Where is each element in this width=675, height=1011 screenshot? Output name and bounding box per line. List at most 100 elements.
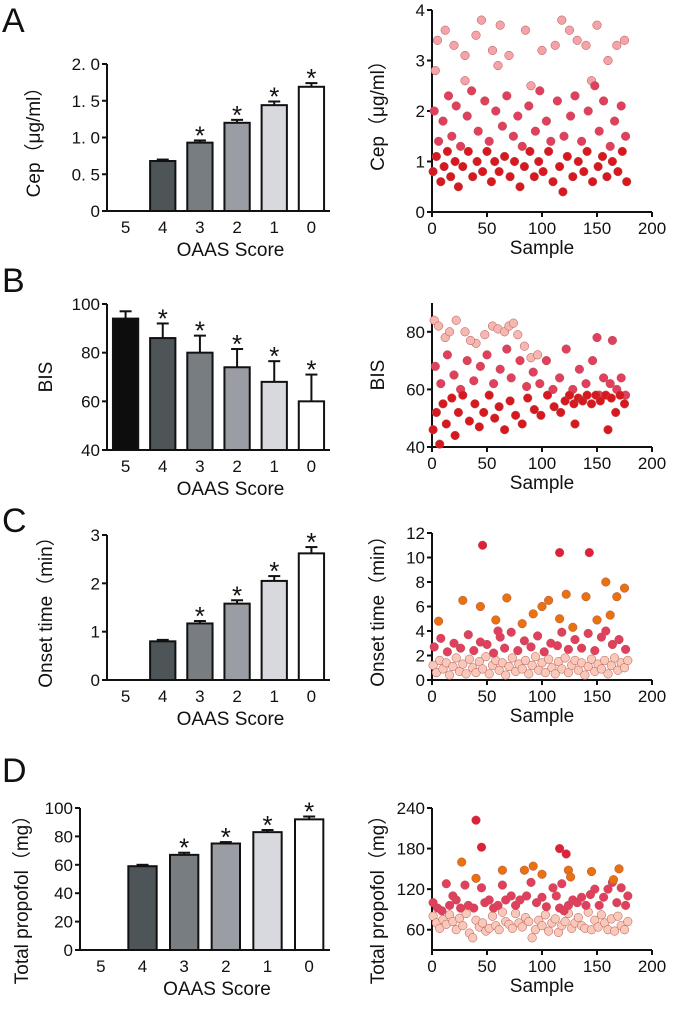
data-point	[607, 335, 617, 345]
data-point	[555, 548, 565, 558]
data-point	[621, 644, 631, 654]
data-point	[445, 327, 455, 337]
data-point	[599, 96, 609, 106]
data-point	[441, 879, 451, 889]
data-point	[440, 25, 450, 35]
data-point	[530, 925, 540, 935]
data-point	[463, 146, 473, 156]
data-point	[597, 151, 608, 161]
data-point	[603, 669, 613, 679]
scatter-series-1	[429, 81, 631, 151]
scatter-series-1	[428, 877, 633, 916]
data-point	[574, 364, 584, 374]
y-tick-label: 80	[54, 827, 73, 846]
data-point	[520, 25, 531, 35]
data-point	[544, 146, 554, 156]
data-point	[460, 50, 470, 61]
data-point	[472, 156, 482, 167]
x-tick-label: 50	[478, 219, 497, 238]
data-point	[548, 177, 558, 187]
x-tick-label: 200	[638, 687, 666, 706]
data-point	[555, 162, 565, 172]
significance-star: *	[179, 833, 189, 863]
data-point	[435, 439, 445, 449]
data-point	[434, 321, 444, 331]
data-point	[570, 635, 580, 645]
data-point	[517, 922, 527, 932]
scatter-series-0	[428, 652, 633, 680]
y-tick-label: 10	[406, 549, 425, 568]
significance-star: *	[269, 341, 279, 371]
data-point	[550, 669, 560, 679]
data-point	[501, 670, 511, 680]
bar	[260, 104, 288, 212]
y-tick-label: 0. 5	[72, 165, 100, 184]
y-tick-label: 240	[397, 799, 425, 818]
y-tick-label: 40	[406, 438, 425, 457]
data-point	[504, 50, 514, 61]
data-point	[486, 177, 496, 187]
data-point	[577, 136, 587, 146]
data-point	[613, 911, 623, 921]
data-point	[533, 350, 543, 360]
data-point	[519, 636, 529, 646]
data-point	[601, 626, 611, 636]
category-label: 1	[270, 457, 279, 476]
data-point	[588, 356, 598, 366]
category-label: 3	[195, 457, 204, 476]
data-point	[453, 407, 463, 417]
category-label: 0	[307, 457, 316, 476]
data-point	[570, 91, 580, 101]
y-tick-label: 2	[91, 574, 100, 593]
data-point	[431, 151, 441, 161]
data-point	[468, 933, 478, 943]
data-point	[619, 583, 630, 593]
data-point	[470, 399, 480, 409]
data-point	[581, 900, 591, 910]
data-point	[616, 373, 626, 383]
data-point	[465, 335, 476, 345]
data-point	[605, 610, 615, 620]
data-point	[461, 669, 471, 679]
data-point	[517, 419, 527, 429]
scatter-series-3	[471, 815, 571, 859]
data-point	[458, 162, 468, 172]
category-label: 2	[232, 457, 241, 476]
bar	[297, 85, 326, 212]
data-point	[517, 664, 527, 674]
data-point	[436, 633, 446, 643]
x-tick-label: 200	[638, 957, 666, 976]
bar	[294, 818, 325, 951]
data-point	[541, 116, 551, 126]
significance-star: *	[269, 556, 279, 586]
data-point	[484, 136, 494, 146]
data-point	[524, 917, 534, 927]
data-point	[519, 162, 529, 172]
y-tick-label: 40	[54, 884, 73, 903]
data-point	[616, 883, 626, 893]
data-point	[549, 402, 559, 412]
y-tick-label: 40	[81, 441, 100, 460]
data-point	[605, 379, 615, 389]
data-point	[590, 646, 600, 656]
data-point	[522, 381, 532, 392]
data-point	[555, 373, 565, 383]
x-axis-label: OAAS Score	[177, 240, 285, 261]
significance-star: *	[269, 81, 279, 111]
data-point	[500, 425, 510, 435]
data-point	[534, 156, 544, 167]
data-point	[504, 661, 514, 672]
significance-star: *	[195, 316, 205, 346]
y-tick-label: 100	[45, 799, 73, 818]
panel-letter-b: B	[2, 262, 25, 300]
data-point	[522, 891, 532, 901]
x-tick-label: 150	[583, 957, 611, 976]
data-point	[584, 548, 594, 558]
data-point	[484, 895, 494, 905]
data-point	[502, 91, 512, 101]
data-point	[602, 172, 612, 182]
data-point	[607, 639, 617, 650]
data-point	[434, 136, 444, 146]
data-point	[507, 923, 517, 933]
x-tick-label: 0	[427, 219, 436, 238]
